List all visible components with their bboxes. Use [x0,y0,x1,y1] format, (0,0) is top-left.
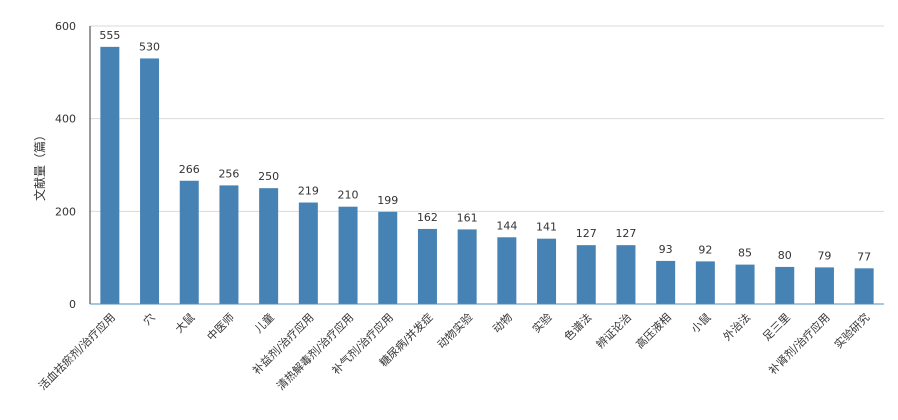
bar-value-label: 210 [338,189,359,202]
x-tick-label: 清热解毒剂/治疗应用 [274,310,357,393]
bar [656,260,676,304]
x-tick-label: 活血祛瘀剂/治疗应用 [35,310,118,393]
bar [417,228,437,304]
bar [457,229,477,304]
x-tick-label: 外治法 [720,310,753,343]
x-tick-label: 足三里 [760,311,793,344]
x-tick-label: 穴 [140,310,158,328]
bar-value-label: 77 [857,250,871,263]
bar-value-label: 555 [99,29,120,42]
bar [219,185,239,304]
x-tick-label: 实验 [529,310,554,335]
bar [735,264,755,304]
y-tick-label: 400 [55,113,76,126]
x-tick-label: 大鼠 [172,310,197,335]
bar-value-label: 92 [698,243,712,256]
bar-value-label: 127 [576,227,597,240]
x-tick-label: 中医师 [205,311,238,344]
bar [695,261,715,304]
bar [140,58,160,304]
bar-value-label: 141 [536,221,557,234]
x-tick-label: 动物 [490,310,515,335]
bar [259,188,279,304]
x-tick-label: 实验研究 [831,310,872,351]
x-tick-label: 动物实验 [434,310,475,351]
bar-value-label: 530 [139,40,160,53]
bar-value-label: 79 [817,249,831,262]
bar-value-label: 161 [457,211,478,224]
x-tick-labels: 活血祛瘀剂/治疗应用穴大鼠 中医师 儿童补益剂/治疗应用清热解毒剂/治疗应用补气剂/… [35,310,872,393]
bar [616,245,636,304]
bar [576,245,596,304]
y-tick-label: 0 [69,298,76,311]
bar-value-label: 80 [778,249,792,262]
bar-value-label: 162 [417,211,438,224]
bar [100,46,120,304]
bar-value-label: 219 [298,185,319,198]
bars [100,46,874,304]
bar [497,237,517,304]
bar [537,238,557,304]
bar-value-label: 256 [218,167,239,180]
bar [298,202,318,304]
data-labels: 555 530 266 256 250 219 210 199 162 161 144 141 127 1… [99,29,871,263]
bar-value-label: 144 [496,219,517,232]
x-tick-label: 色谱法 [561,310,594,343]
bar [378,211,398,304]
bar-value-label: 266 [179,163,200,176]
bar [179,180,199,304]
y-tick-label: 600 [55,20,76,33]
bar-value-label: 93 [659,243,673,256]
y-tick-label: 200 [55,205,76,218]
y-tick-labels: 0 200 400 600 [55,20,76,311]
gridlines [90,25,884,212]
bar [775,266,795,304]
y-axis-title: 文献量（篇） [32,129,47,201]
x-tick-label: 高压液相 [633,310,674,351]
bar [338,206,358,304]
x-tick-label: 辨证论治 [593,310,634,351]
bar [854,268,874,304]
x-tick-label: 儿童 [251,310,276,335]
bar-value-label: 250 [258,170,279,183]
bar-value-label: 199 [377,194,398,207]
x-tick-label: 小鼠 [688,310,713,335]
bar-value-label: 127 [615,227,636,240]
bar [814,267,834,304]
bar-value-label: 85 [738,247,752,260]
